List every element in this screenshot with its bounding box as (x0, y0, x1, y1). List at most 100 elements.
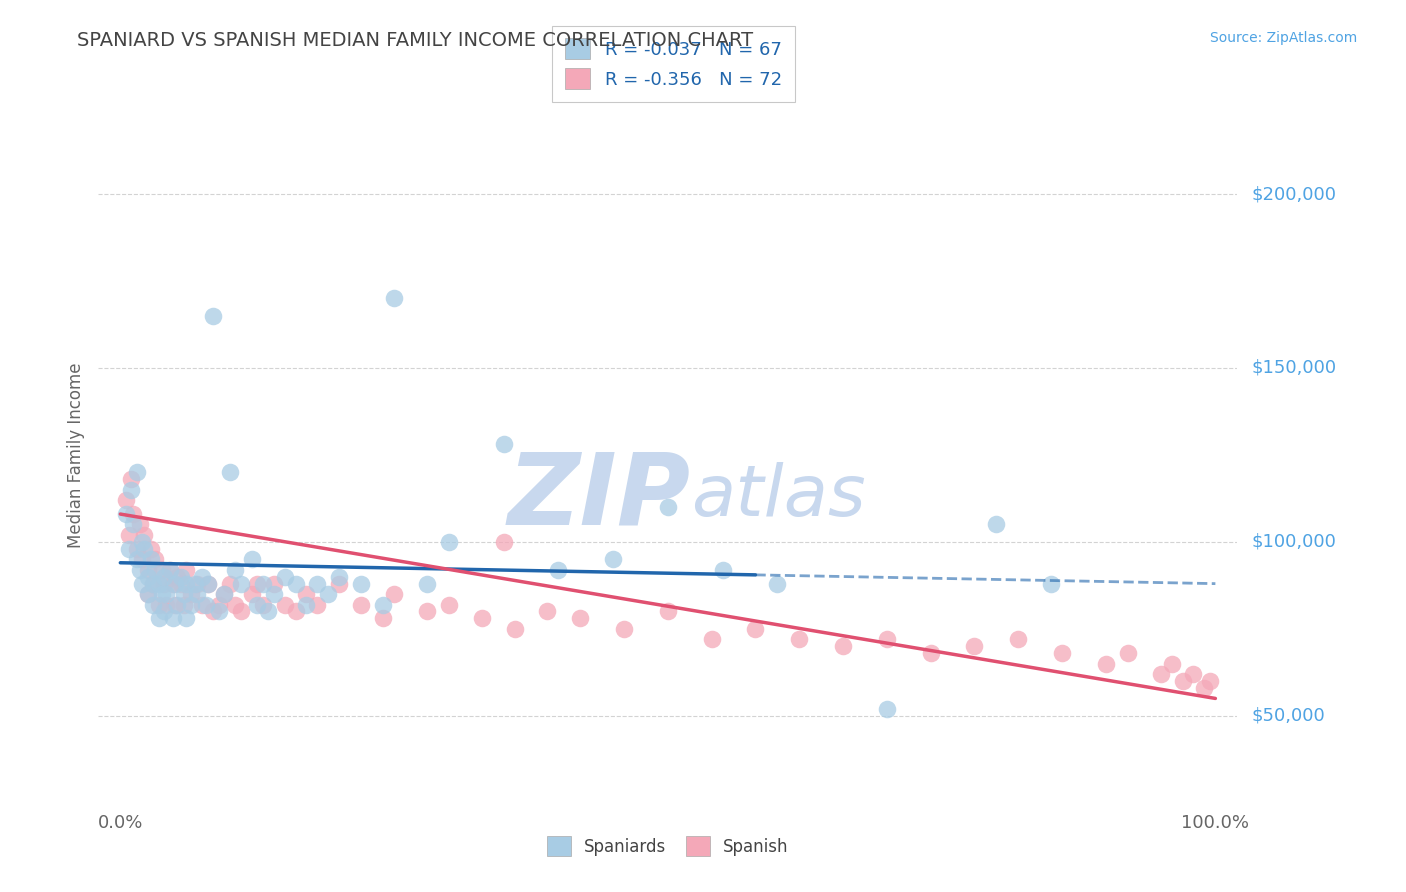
Point (180, 587, 202, 601)
Point (208, 605, 231, 619)
Point (166, 570, 188, 584)
Point (1040, 576, 1063, 591)
Point (229, 576, 252, 591)
Point (602, 552, 624, 566)
Point (1160, 657, 1182, 671)
Point (122, 507, 145, 521)
Point (122, 517, 145, 532)
Point (218, 466, 240, 480)
Point (136, 570, 159, 584)
Point (1050, 646, 1073, 660)
Point (284, 605, 307, 619)
Text: atlas: atlas (690, 462, 865, 531)
Point (246, 576, 269, 591)
Point (145, 563, 167, 577)
Point (1095, 657, 1118, 671)
Point (492, 437, 515, 451)
Point (139, 552, 162, 566)
Point (328, 570, 350, 584)
Point (148, 611, 170, 625)
Point (208, 598, 231, 612)
Point (131, 576, 153, 591)
Point (569, 611, 592, 625)
Point (169, 576, 191, 591)
Point (169, 570, 191, 584)
Point (503, 622, 526, 636)
Point (180, 598, 202, 612)
Point (131, 552, 153, 566)
Point (202, 605, 225, 619)
Point (118, 528, 141, 542)
Text: $50,000: $50,000 (1251, 706, 1324, 725)
Point (129, 517, 152, 532)
Text: Source: ZipAtlas.com: Source: ZipAtlas.com (1209, 31, 1357, 45)
Point (142, 598, 165, 612)
Point (162, 576, 184, 591)
Point (148, 576, 170, 591)
Point (613, 622, 636, 636)
Point (153, 605, 176, 619)
Point (139, 541, 162, 556)
Point (114, 493, 136, 508)
Point (194, 598, 217, 612)
Point (318, 587, 340, 601)
Point (328, 576, 350, 591)
Point (371, 598, 394, 612)
Point (371, 611, 394, 625)
Text: $100,000: $100,000 (1251, 533, 1336, 551)
Point (150, 587, 173, 601)
Point (125, 541, 148, 556)
Y-axis label: Median Family Income: Median Family Income (66, 362, 84, 548)
Point (657, 500, 679, 514)
Point (186, 576, 208, 591)
Point (700, 632, 723, 647)
Point (240, 552, 263, 566)
Point (252, 598, 274, 612)
Point (218, 576, 240, 591)
Point (382, 291, 405, 305)
Point (120, 472, 142, 486)
Point (382, 587, 405, 601)
Point (273, 570, 295, 584)
Point (214, 587, 236, 601)
Point (263, 576, 285, 591)
Point (284, 576, 307, 591)
Point (173, 598, 195, 612)
Point (173, 587, 195, 601)
Point (120, 483, 142, 497)
Point (191, 598, 214, 612)
Point (350, 576, 373, 591)
Point (263, 587, 285, 601)
Point (165, 576, 187, 591)
Point (136, 587, 159, 601)
Point (134, 528, 156, 542)
Point (153, 570, 176, 584)
Point (920, 646, 942, 660)
Point (273, 598, 295, 612)
Point (1116, 646, 1139, 660)
Point (142, 576, 165, 591)
Text: $200,000: $200,000 (1251, 185, 1336, 203)
Point (150, 563, 173, 577)
Point (166, 598, 188, 612)
Point (174, 563, 197, 577)
Point (350, 598, 373, 612)
Point (295, 587, 318, 601)
Point (416, 605, 439, 619)
Point (246, 598, 269, 612)
Point (136, 587, 159, 601)
Point (766, 576, 789, 591)
Point (492, 534, 515, 549)
Point (711, 563, 734, 577)
Point (197, 576, 219, 591)
Point (1194, 681, 1216, 695)
Point (1007, 632, 1029, 647)
Point (148, 598, 170, 612)
Point (787, 632, 810, 647)
Point (118, 541, 141, 556)
Point (307, 576, 329, 591)
Point (744, 622, 766, 636)
Point (240, 587, 263, 601)
Point (536, 605, 558, 619)
Point (876, 702, 898, 716)
